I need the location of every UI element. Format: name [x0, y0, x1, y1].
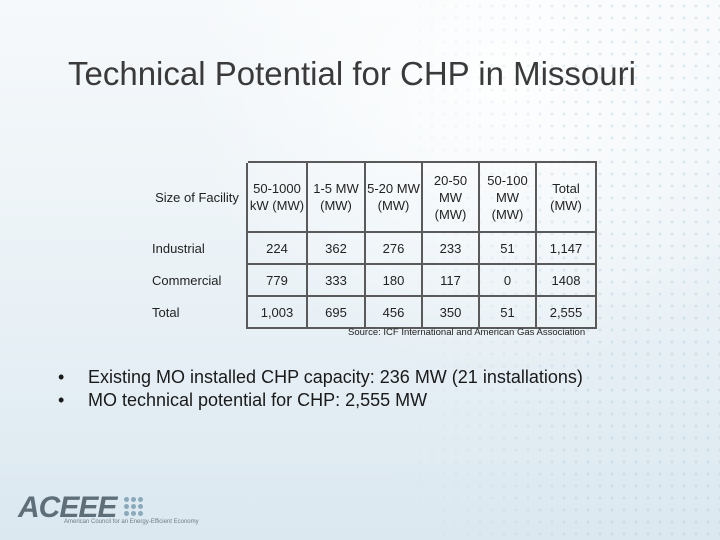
bullet-text: Existing MO installed CHP capacity: 236 … [88, 367, 583, 387]
table-cell: 362 [306, 231, 366, 265]
table-source-note: Source: ICF International and American G… [348, 327, 586, 338]
logo-dots-icon [123, 497, 143, 516]
chp-potential-table: Size of Facility 50-1000 kW (MW) 1-5 MW … [148, 161, 597, 329]
header-20-50mw: 20-50 MW (MW) [421, 161, 480, 233]
table-row-total: Total 1,003 695 456 350 51 2,555 [148, 295, 597, 329]
header-1-5mw: 1-5 MW (MW) [306, 161, 366, 233]
logo-tagline: American Council for an Energy-Efficient… [64, 519, 199, 525]
table-cell: 1408 [535, 263, 597, 297]
aceee-logo: ACEEE American Council for an Energy-Eff… [18, 491, 199, 526]
header-total: Total (MW) [535, 161, 597, 233]
table-header-row: Size of Facility 50-1000 kW (MW) 1-5 MW … [148, 161, 597, 233]
row-label-total: Total [148, 296, 248, 328]
bullet-item: • MO technical potential for CHP: 2,555 M… [58, 389, 583, 412]
bullet-list: • Existing MO installed CHP capacity: 236… [58, 366, 583, 412]
table-cell: 0 [478, 263, 537, 297]
table-cell: 1,003 [246, 295, 308, 329]
table-row-commercial: Commercial 779 333 180 117 0 1408 [148, 263, 597, 297]
table-cell: 2,555 [535, 295, 597, 329]
header-50-1000kw: 50-1000 kW (MW) [246, 161, 308, 233]
table-cell: 779 [246, 263, 308, 297]
table-cell: 1,147 [535, 231, 597, 265]
table-cell: 51 [478, 231, 537, 265]
bullet-item: • Existing MO installed CHP capacity: 236… [58, 366, 583, 389]
header-50-100mw: 50-100 MW (MW) [478, 161, 537, 233]
table-cell: 695 [306, 295, 366, 329]
table-cell: 276 [364, 231, 423, 265]
table-cell: 333 [306, 263, 366, 297]
bullet-text: MO technical potential for CHP: 2,555 MW [88, 390, 428, 410]
row-label-commercial: Commercial [148, 264, 248, 296]
bullet-dot-icon: • [58, 367, 65, 387]
table-cell: 224 [246, 231, 308, 265]
header-size-of-facility: Size of Facility [155, 190, 239, 205]
table-cell: 51 [478, 295, 537, 329]
logo-wordmark: ACEEE [18, 491, 117, 524]
table-cell: 117 [421, 263, 480, 297]
row-label-industrial: Industrial [148, 232, 248, 264]
table-cell: 350 [421, 295, 480, 329]
slide-title: Technical Potential for CHP in Missouri [68, 55, 636, 92]
bullet-dot-icon: • [58, 390, 65, 410]
table-row-industrial: Industrial 224 362 276 233 51 1,147 [148, 231, 597, 265]
table-cell: 233 [421, 231, 480, 265]
header-5-20mw: 5-20 MW (MW) [364, 161, 423, 233]
table-cell: 456 [364, 295, 423, 329]
table-cell: 180 [364, 263, 423, 297]
